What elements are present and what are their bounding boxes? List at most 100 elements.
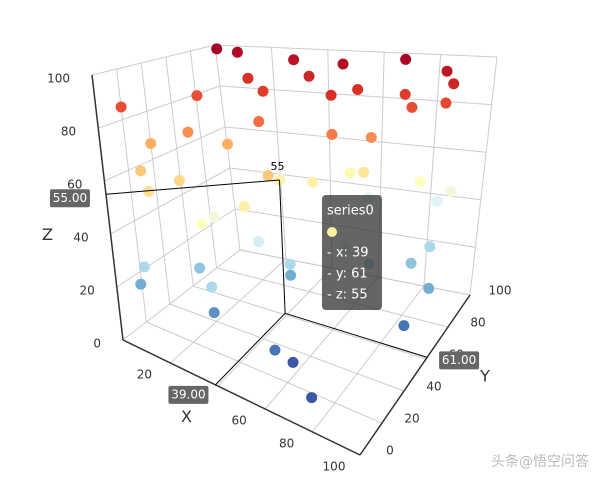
grid-line — [270, 47, 287, 260]
z-tick-label: 40 — [73, 231, 88, 245]
data-point — [288, 54, 300, 66]
z-pointer-label: 55.00 — [53, 191, 87, 205]
tooltip-marker — [327, 227, 337, 237]
data-point — [287, 356, 299, 368]
y-axis-name: Y — [479, 367, 490, 386]
data-point — [253, 116, 265, 128]
pointer-line — [105, 179, 280, 195]
z-pointer-label-bg — [49, 189, 90, 208]
data-point — [182, 126, 194, 138]
grid-line — [122, 249, 241, 341]
data-point — [325, 89, 337, 101]
grid-line — [193, 285, 427, 360]
data-point — [405, 257, 417, 269]
data-point — [358, 166, 370, 178]
z-tick-label: 80 — [61, 125, 76, 139]
data-point — [191, 90, 203, 102]
grid-line — [91, 44, 216, 76]
data-point — [269, 344, 281, 356]
data-point — [211, 43, 223, 55]
y-tick-label: 40 — [426, 380, 441, 394]
data-point — [344, 167, 356, 179]
data-point — [242, 72, 254, 84]
data-point — [195, 218, 207, 230]
y-tick-label: 100 — [489, 284, 512, 298]
grid-line — [165, 56, 194, 287]
tooltip-line: - x: 39 — [327, 246, 369, 261]
data-point — [445, 185, 457, 197]
tooltip-line: - y: 61 — [327, 267, 368, 282]
watermark: 头条@悟空问答 — [491, 453, 589, 470]
data-point — [406, 101, 418, 113]
tooltip-line: - z: 55 — [327, 288, 368, 303]
data-point — [173, 175, 185, 187]
data-point — [135, 278, 147, 290]
y-pointer-label-bg — [439, 351, 480, 370]
data-point — [424, 241, 436, 253]
x-pointer-label-bg — [168, 385, 209, 404]
grid-line — [104, 126, 226, 182]
x-tick-label: 100 — [323, 460, 346, 474]
data-point — [365, 132, 377, 144]
grid-line — [140, 62, 171, 305]
data-point — [115, 101, 127, 113]
data-point — [262, 170, 274, 182]
data-point — [400, 53, 412, 65]
data-point — [257, 85, 269, 97]
data-point — [253, 236, 265, 248]
z-tick-label: 0 — [93, 337, 101, 351]
data-point — [398, 320, 410, 332]
data-point — [238, 200, 250, 212]
data-point — [138, 261, 150, 273]
grid-line — [312, 285, 425, 433]
pointer-line — [215, 312, 286, 386]
data-point — [352, 84, 364, 96]
pointer-line — [278, 179, 286, 314]
z-tick-label: 20 — [80, 284, 95, 298]
data-point — [337, 58, 349, 70]
data-point — [326, 128, 338, 140]
data-point — [431, 195, 443, 207]
x-axis-name: X — [181, 407, 192, 426]
data-point — [208, 307, 220, 319]
data-point — [194, 262, 206, 274]
data-point — [145, 137, 157, 149]
z-tick-label: 60 — [67, 178, 82, 192]
grid-line — [110, 167, 231, 235]
data-point — [306, 392, 318, 404]
x-axis — [122, 339, 361, 456]
grid-line — [170, 258, 287, 364]
data-point — [143, 185, 155, 197]
y-axis — [359, 294, 471, 456]
x-pointer-label: 39.00 — [171, 387, 205, 401]
data-point — [307, 176, 319, 188]
y-tick-label: 20 — [404, 412, 419, 426]
grid-line — [217, 267, 333, 387]
data-point — [441, 65, 453, 77]
grid-line — [214, 44, 498, 58]
y-tick-label: 0 — [386, 444, 394, 458]
grid-line — [469, 56, 498, 296]
grid-line — [189, 50, 218, 269]
data-point — [231, 46, 243, 58]
data-point — [448, 78, 460, 90]
z-axis-name: Z — [42, 225, 53, 244]
tooltip-title: series0 — [327, 204, 374, 219]
z-tick-label: 100 — [47, 72, 70, 86]
data-point — [399, 88, 411, 100]
pointer-line — [284, 312, 428, 358]
tooltip-box — [322, 195, 382, 310]
x-tick-label: 20 — [137, 368, 152, 382]
y-pointer-label: 61.00 — [442, 353, 476, 367]
data-point — [285, 269, 297, 281]
data-point — [222, 138, 234, 150]
x-tick-label: 60 — [232, 414, 247, 428]
data-point — [414, 176, 426, 188]
data-point — [284, 258, 296, 270]
data-point — [303, 70, 315, 82]
data-point — [440, 97, 452, 109]
x-tick-label: 80 — [279, 437, 294, 451]
y-tick-label: 80 — [470, 316, 485, 330]
grid-line — [224, 126, 487, 153]
